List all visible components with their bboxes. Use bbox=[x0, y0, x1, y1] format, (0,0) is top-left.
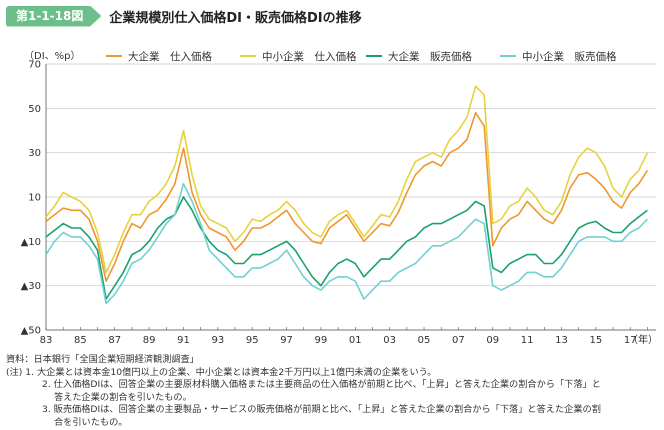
x-tick-label-17: 17 bbox=[624, 335, 637, 346]
note-2-line-1: 2. 仕入価格DIは、回答企業の主要原材料購入価格または主要商品の仕入価格が前期… bbox=[42, 379, 601, 391]
note-3-line-1: 3. 販売価格DIは、回答企業の主要製品・サービスの販売価格が前期と比べ、「上昇… bbox=[42, 404, 601, 416]
series-line-2 bbox=[45, 85, 649, 274]
series-lines bbox=[45, 85, 649, 305]
x-tick-label-89: 89 bbox=[143, 335, 156, 346]
x-tick-label-13: 13 bbox=[555, 335, 568, 346]
figure-title: 企業規模別仕入価格DI・販売価格DIの推移 bbox=[109, 10, 362, 26]
x-tick-label-09: 09 bbox=[486, 335, 499, 346]
series-line-4 bbox=[45, 182, 648, 305]
y-tick-label--10: ▲10 bbox=[21, 237, 41, 248]
y-tick-label--30: ▲30 bbox=[21, 281, 41, 292]
x-tick-label-05: 05 bbox=[418, 335, 431, 346]
series-line-3 bbox=[45, 196, 648, 300]
x-tick-label-93: 93 bbox=[211, 335, 224, 346]
y-tick-label-50: 50 bbox=[28, 104, 41, 115]
y-tick-label-30: 30 bbox=[28, 148, 41, 159]
note-3-line-2: 合を引いたもの。 bbox=[54, 416, 128, 428]
x-tick-label-97: 97 bbox=[280, 335, 293, 346]
x-tick-label-07: 07 bbox=[452, 335, 465, 346]
y-tick-label-10: 10 bbox=[28, 193, 41, 204]
x-tick-label-95: 95 bbox=[246, 335, 259, 346]
y-tick-label--50: ▲50 bbox=[21, 326, 41, 337]
y-tick-label-70: 70 bbox=[28, 60, 41, 71]
x-tick-label-85: 85 bbox=[74, 335, 87, 346]
note-2-line-2: 答えた企業の割合を引いたもの。 bbox=[54, 391, 192, 403]
legend-label-2: 中小企業 仕入価格 bbox=[262, 50, 357, 63]
x-tick-label-83: 83 bbox=[40, 335, 53, 346]
note-1: (注) 1. 大企業とは資本金10億円以上の企業、中小企業とは資本金2千万円以上… bbox=[6, 366, 437, 378]
x-tick-label-99: 99 bbox=[315, 335, 328, 346]
x-tick-label-91: 91 bbox=[177, 335, 190, 346]
x-tick-label-01: 01 bbox=[349, 335, 362, 346]
x-tick-label-11: 11 bbox=[521, 335, 534, 346]
x-tick-label-03: 03 bbox=[383, 335, 396, 346]
figure-header: 第1-1-18図 企業規模別仕入価格DI・販売価格DIの推移 bbox=[6, 4, 362, 28]
figure-number-badge: 第1-1-18図 bbox=[6, 5, 102, 27]
x-tick-label-87: 87 bbox=[108, 335, 121, 346]
legend: 大企業 仕入価格 中小企業 仕入価格 大企業 販売価格 中小企業 販売価格 bbox=[106, 50, 617, 63]
legend-label-1: 大企業 仕入価格 bbox=[128, 50, 212, 63]
x-axis-unit-label: （年） bbox=[628, 333, 658, 346]
legend-label-3: 大企業 販売価格 bbox=[388, 50, 472, 63]
figure-notes: 資料：日本銀行「全国企業短期経済観測調査」 (注) 1. 大企業とは資本金10億… bbox=[6, 354, 601, 430]
legend-label-4: 中小企業 販売価格 bbox=[522, 50, 617, 63]
y-axis-unit-label: （DI、%p） bbox=[24, 51, 81, 62]
grid-lines bbox=[46, 63, 656, 331]
x-tick-label-15: 15 bbox=[589, 335, 602, 346]
source-note: 資料：日本銀行「全国企業短期経済観測調査」 bbox=[6, 354, 199, 365]
series-line-1 bbox=[45, 112, 649, 283]
